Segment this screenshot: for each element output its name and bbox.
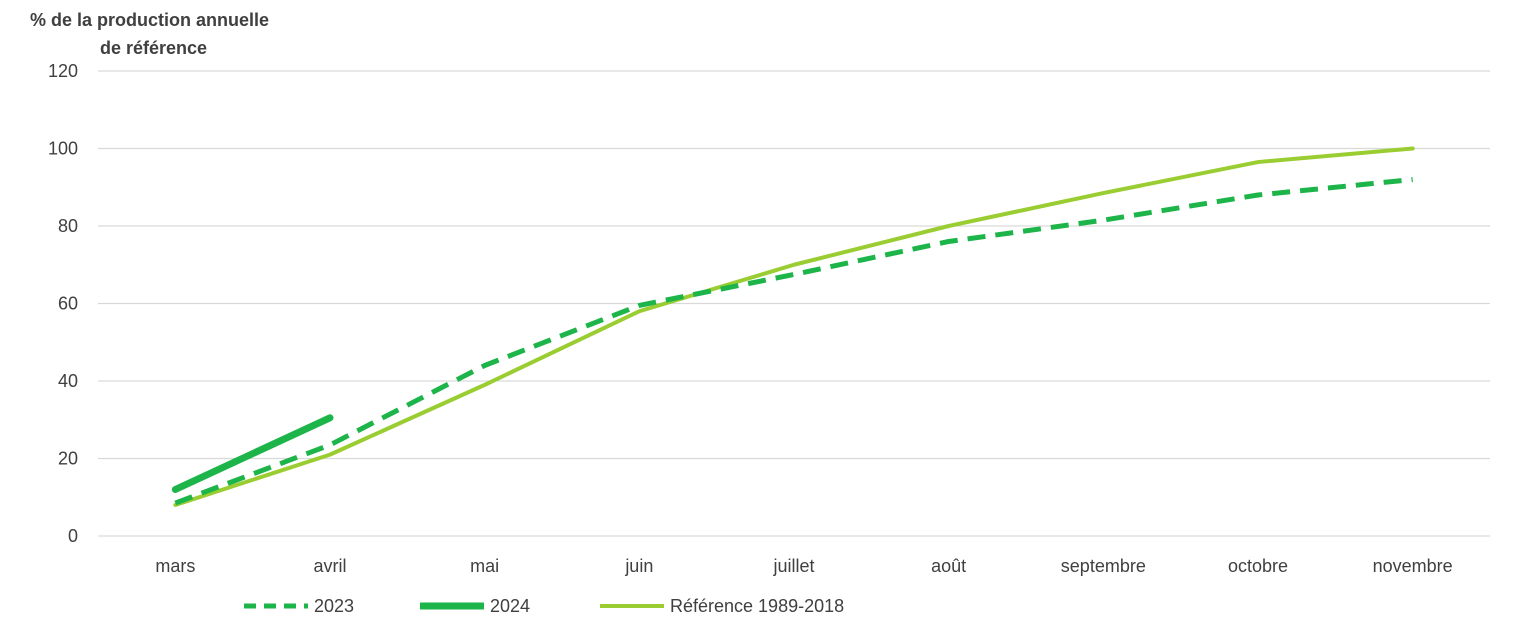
legend-label: Référence 1989-2018 [670, 596, 844, 616]
x-tick-label: juillet [772, 556, 814, 576]
y-tick-label: 20 [58, 449, 78, 469]
y-axis-title-line-1: % de la production annuelle [30, 10, 269, 30]
y-tick-label: 100 [48, 139, 78, 159]
x-tick-label: mars [155, 556, 195, 576]
y-tick-label: 0 [68, 526, 78, 546]
series-lines [171, 146, 1415, 507]
y-axis-ticks: 0 20 40 60 80 100 120 [48, 61, 78, 546]
x-tick-label: septembre [1061, 556, 1146, 576]
series-line-rfrence [173, 146, 1415, 507]
series-line-2023 [174, 177, 1413, 506]
x-tick-label: avril [313, 556, 346, 576]
legend: 2023 2024 Référence 1989-2018 [244, 596, 844, 616]
x-tick-label: octobre [1228, 556, 1288, 576]
y-axis-title-line-2: de référence [100, 38, 207, 58]
gridlines [98, 70, 1490, 537]
x-tick-label: juin [624, 556, 653, 576]
legend-label: 2023 [314, 596, 354, 616]
legend-label: 2024 [490, 596, 530, 616]
y-tick-label: 40 [58, 371, 78, 391]
y-tick-label: 120 [48, 61, 78, 81]
series-line-2024 [171, 414, 334, 493]
y-tick-label: 80 [58, 216, 78, 236]
y-tick-label: 60 [58, 294, 78, 314]
x-tick-label: novembre [1373, 556, 1453, 576]
x-axis-ticks: mars avril mai juin juillet août septembre octo… [155, 556, 1452, 576]
x-tick-label: août [931, 556, 966, 576]
x-tick-label: mai [470, 556, 499, 576]
